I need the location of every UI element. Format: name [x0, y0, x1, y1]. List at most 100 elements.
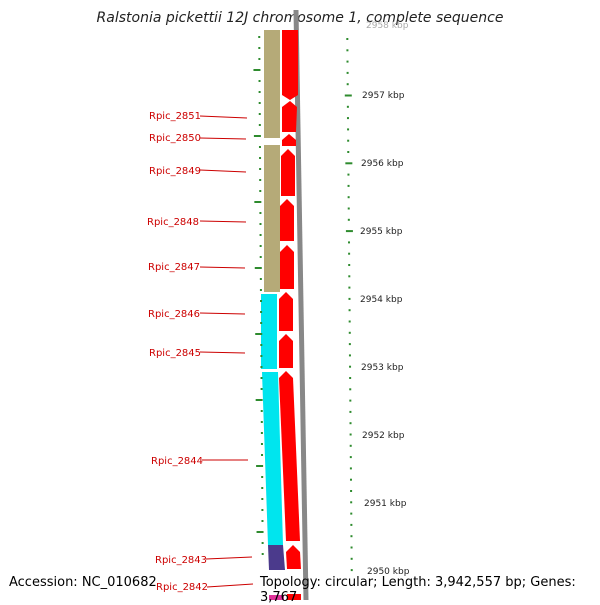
gene-label[interactable]: Rpic_2849	[149, 166, 201, 177]
gene-label[interactable]: Rpic_2843	[155, 555, 207, 566]
cds-arrow	[282, 134, 296, 146]
gene-label[interactable]: Rpic_2850	[149, 133, 201, 144]
ruler-minor-tick	[347, 173, 350, 176]
gene-label[interactable]: Rpic_2845	[149, 348, 201, 359]
gc-dash	[260, 311, 263, 313]
ruler-minor-tick	[348, 275, 351, 278]
gc-dash	[259, 245, 262, 247]
gc-dash	[261, 454, 264, 456]
ruler-minor-tick	[348, 309, 351, 312]
ruler-minor-tick	[349, 467, 352, 470]
gc-dash	[260, 377, 263, 379]
gc-dash	[258, 102, 261, 104]
ruler-minor-tick	[349, 388, 352, 391]
ruler-minor-tick	[348, 354, 351, 357]
gc-dash	[259, 223, 262, 225]
cds-arrow	[280, 245, 294, 289]
ruler-minor-tick	[350, 501, 353, 504]
ruler-minor-tick	[347, 196, 350, 199]
map-title: Ralstonia pickettii 12J chromosome 1, co…	[96, 10, 504, 26]
gene-label[interactable]: Rpic_2844	[151, 456, 203, 467]
gene-label[interactable]: Rpic_2851	[149, 111, 201, 122]
gc-dash	[259, 179, 262, 181]
gc-dash	[259, 289, 262, 291]
cog-bar	[264, 145, 280, 292]
ruler-minor-tick	[349, 365, 352, 368]
ruler-minor-tick	[350, 490, 353, 492]
ruler-minor-tick	[349, 410, 352, 413]
ruler-minor-tick	[348, 286, 351, 289]
ruler-minor-tick	[349, 422, 352, 425]
ruler-minor-tick	[347, 184, 350, 187]
ruler-tick-label: 2950 kbp	[367, 567, 410, 577]
cog-bar	[269, 595, 284, 600]
gc-dash	[260, 355, 263, 357]
gc-dash	[254, 201, 262, 203]
ruler-tick-label: 2953 kbp	[361, 363, 404, 373]
ruler-minor-tick	[347, 128, 350, 131]
gene-label[interactable]: Rpic_2842	[156, 582, 208, 593]
ruler-minor-tick	[347, 218, 350, 221]
gc-dash	[259, 256, 262, 258]
gc-dash	[261, 553, 264, 555]
gc-dash	[255, 399, 263, 401]
topology-summary: Topology: circular; Length: 3,942,557 bp…	[260, 575, 576, 605]
gene-label[interactable]: Rpic_2848	[147, 217, 199, 228]
gc-dash	[260, 300, 262, 302]
ruler-minor-tick	[346, 60, 349, 63]
gc-dash	[258, 113, 261, 115]
gc-dash	[260, 322, 263, 324]
gc-dash	[259, 234, 262, 236]
ruler-minor-tick	[347, 207, 350, 210]
ruler-tick-label: 2956 kbp	[361, 159, 404, 169]
gc-dash	[260, 388, 263, 390]
gc-dash	[260, 410, 263, 412]
ruler-tick-label: 2955 kbp	[360, 227, 403, 237]
gc-dash	[260, 366, 263, 368]
ruler-minor-tick	[348, 241, 351, 244]
ruler-major-tick	[344, 94, 352, 97]
ruler-labels: 2958 kbp 2957 kbp 2956 kbp 2955 kbp 2954…	[360, 21, 410, 577]
ruler-minor-tick	[348, 331, 351, 334]
cds-arrow	[279, 292, 293, 331]
gene-labels: Rpic_2851 Rpic_2850 Rpic_2849 Rpic_2848 …	[147, 111, 254, 593]
ruler-minor-tick	[346, 83, 349, 86]
cog-bar	[264, 30, 280, 138]
cog-bar	[262, 372, 283, 545]
gc-track	[253, 36, 264, 555]
cds-arrow	[286, 545, 301, 569]
gc-dash	[261, 476, 264, 478]
ruler-minor-tick	[346, 71, 349, 74]
accession-text: Accession: NC_010682	[9, 575, 157, 590]
gc-dash	[261, 498, 264, 500]
ruler-minor-tick	[350, 569, 353, 572]
gc-dash	[258, 58, 261, 60]
gene-label[interactable]: Rpic_2846	[148, 309, 200, 320]
ruler-minor-tick	[349, 456, 352, 459]
ruler-minor-tick	[346, 117, 349, 120]
gc-dash	[253, 135, 261, 137]
ruler-minor-tick	[347, 151, 350, 153]
gc-dash	[261, 509, 264, 511]
ruler-minor-tick	[346, 38, 349, 40]
gene-label[interactable]: Rpic_2847	[148, 262, 200, 273]
ruler-minor-tick	[348, 264, 351, 266]
ruler-minor-tick	[346, 105, 349, 108]
ruler-tick-label: 2958 kbp	[366, 21, 409, 31]
ruler-minor-tick	[349, 478, 352, 481]
gc-dash	[259, 278, 262, 280]
ruler-minor-tick	[348, 297, 351, 300]
cds-arrow	[279, 371, 300, 541]
ruler-minor-tick	[349, 399, 352, 402]
ruler-track	[344, 38, 353, 572]
cds-track	[279, 30, 301, 600]
cds-arrow	[287, 594, 301, 600]
ruler-minor-tick	[349, 433, 352, 436]
gc-dash	[258, 80, 261, 82]
ruler-minor-tick	[350, 535, 353, 538]
gc-dash	[260, 432, 263, 434]
ruler-minor-tick	[348, 320, 351, 323]
gc-dash	[255, 333, 263, 335]
ruler-minor-tick	[350, 512, 353, 515]
